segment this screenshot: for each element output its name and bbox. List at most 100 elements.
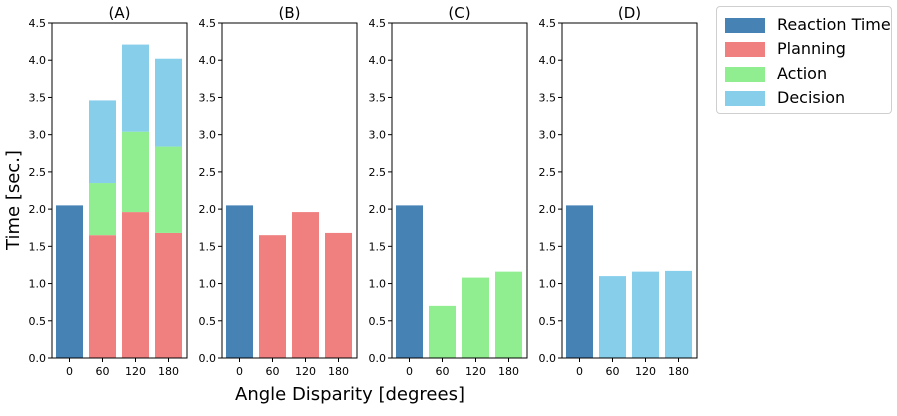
legend-swatch-planning [725, 42, 765, 57]
y-tick-label: 0.0 [369, 352, 387, 365]
x-axis-label: Angle Disparity [degrees] [235, 384, 465, 405]
bar-reaction-time-0 [396, 205, 423, 358]
x-tick-label: 120 [465, 365, 486, 378]
y-tick-label: 4.0 [539, 54, 557, 67]
x-tick-label: 0 [576, 365, 583, 378]
y-tick-label: 2.5 [199, 166, 217, 179]
bar-decision-60 [599, 276, 626, 358]
y-tick-label: 0.5 [199, 315, 217, 328]
y-tick-label: 0.0 [539, 352, 557, 365]
x-tick-label: 0 [406, 365, 413, 378]
y-tick-label: 3.5 [539, 91, 557, 104]
y-tick-label: 0.5 [29, 315, 47, 328]
y-tick-label: 1.0 [369, 278, 387, 291]
bar-reaction-time-0 [226, 205, 253, 358]
panel-frame [51, 22, 188, 359]
x-tick-label: 60 [266, 365, 280, 378]
y-tick-label: 0.0 [29, 352, 47, 365]
y-tick-label: 2.0 [29, 203, 47, 216]
y-tick-label: 3.5 [199, 91, 217, 104]
panel-4: 0 60 120 180 0.0 0.5 1.0 1.5 2.0 2.5 3.0 3.5 4.0 4.5 (… [539, 4, 698, 378]
y-tick-label: 1.5 [369, 240, 387, 253]
bar-planning-60 [259, 235, 286, 358]
y-tick-label: 3.0 [199, 129, 217, 142]
y-axis-label-svg: Time [sec.] [3, 150, 24, 251]
bar-action-120 [462, 277, 489, 358]
x-tick-label: 120 [295, 365, 316, 378]
y-tick-label: 1.0 [539, 278, 557, 291]
y-tick-label: 3.0 [369, 129, 387, 142]
bar-action-120 [122, 131, 149, 213]
bar-planning-180 [155, 232, 182, 358]
bar-action-180 [155, 146, 182, 233]
x-tick-label: 180 [668, 365, 689, 378]
y-tick-label: 4.0 [199, 54, 217, 67]
bar-reaction-time-0 [566, 205, 593, 358]
x-tick-label: 60 [436, 365, 450, 378]
panel-1: 0 60 120 180 0.0 0.5 1.0 1.5 2.0 2.5 3.0 3.5 4.0 4.5 (… [29, 4, 188, 378]
bar-action-180 [495, 271, 522, 358]
x-tick-label: 60 [96, 365, 110, 378]
y-tick-label: 4.0 [29, 54, 47, 67]
y-tick-label: 4.0 [369, 54, 387, 67]
x-tick-label: 0 [66, 365, 73, 378]
legend: Reaction Time Planning Action Decision [716, 6, 892, 114]
y-tick-label: 2.5 [539, 166, 557, 179]
y-tick-label: 2.5 [29, 166, 47, 179]
y-tick-label: 1.0 [29, 278, 47, 291]
bar-reaction-time-0 [56, 205, 83, 358]
x-tick-label: 180 [498, 365, 519, 378]
y-tick-label: 3.0 [539, 129, 557, 142]
bar-decision-60 [89, 100, 116, 184]
bar-planning-60 [89, 235, 116, 358]
bar-planning-180 [325, 232, 352, 358]
panel-frame [221, 22, 358, 359]
y-tick-label: 1.5 [29, 240, 47, 253]
x-tick-label: 60 [606, 365, 620, 378]
y-tick-label: 3.5 [369, 91, 387, 104]
y-tick-label: 0.5 [539, 315, 557, 328]
legend-swatch-action [725, 67, 765, 82]
y-tick-label: 2.0 [539, 203, 557, 216]
legend-label-planning: Planning [777, 39, 846, 58]
bar-decision-180 [665, 270, 692, 358]
y-axis-label-container: Time [sec.] [3, 120, 24, 280]
panel-frame [391, 22, 528, 359]
y-tick-label: 2.0 [199, 203, 217, 216]
panel-title: (A) [109, 4, 131, 22]
legend-swatch-reaction-time [725, 18, 765, 33]
y-tick-label: 4.5 [29, 17, 47, 30]
panel-title: (C) [448, 4, 470, 22]
panel-3: 0 60 120 180 0.0 0.5 1.0 1.5 2.0 2.5 3.0 3.5 4.0 4.5 (… [369, 4, 528, 378]
y-tick-label: 4.5 [369, 17, 387, 30]
bar-decision-120 [122, 44, 149, 132]
y-tick-label: 4.5 [199, 17, 217, 30]
y-tick-label: 1.0 [199, 278, 217, 291]
y-tick-label: 0.0 [199, 352, 217, 365]
bar-planning-120 [122, 212, 149, 358]
y-tick-label: 4.5 [539, 17, 557, 30]
y-tick-label: 0.5 [369, 315, 387, 328]
panel-title: (B) [279, 4, 301, 22]
y-tick-label: 1.5 [539, 240, 557, 253]
legend-label-decision: Decision [777, 88, 846, 107]
y-tick-label: 3.0 [29, 129, 47, 142]
panel-2: 0 60 120 180 0.0 0.5 1.0 1.5 2.0 2.5 3.0 3.5 4.0 4.5 (… [199, 4, 358, 378]
legend-label-action: Action [777, 64, 828, 83]
y-tick-label: 2.0 [369, 203, 387, 216]
bar-action-60 [429, 305, 456, 358]
panel-title: (D) [618, 4, 641, 22]
y-tick-label: 1.5 [199, 240, 217, 253]
y-tick-label: 3.5 [29, 91, 47, 104]
y-axis-label: Time [sec.] [4, 150, 24, 251]
x-tick-label: 120 [125, 365, 146, 378]
x-tick-label: 180 [158, 365, 179, 378]
panel-frame [561, 22, 698, 359]
bar-action-60 [89, 183, 116, 236]
y-tick-label: 2.5 [369, 166, 387, 179]
x-tick-label: 120 [635, 365, 656, 378]
bar-decision-120 [632, 271, 659, 358]
x-tick-label: 180 [328, 365, 349, 378]
